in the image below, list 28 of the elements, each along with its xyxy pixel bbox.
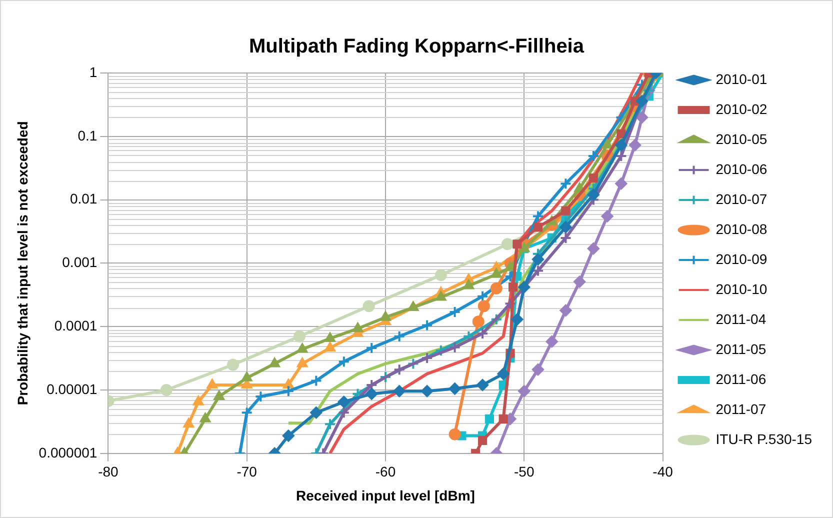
y-tick-label: 0.00001 [46, 380, 98, 397]
legend-label: 2010-02 [716, 100, 768, 117]
legend-label: 2010-10 [716, 280, 768, 297]
x-tick-label: -50 [514, 464, 534, 480]
y-tick-label: 0.01 [70, 190, 98, 207]
y-tick-label: 0.1 [78, 127, 98, 144]
x-axis-title: Received input level [dBm] [296, 487, 475, 504]
legend-label: 2011-04 [716, 310, 766, 327]
x-tick-label: -80 [98, 464, 119, 480]
x-tick-label: -60 [375, 464, 396, 480]
legend-label: 2011-06 [716, 370, 766, 387]
legend-label: 2011-07 [716, 400, 766, 417]
legend-label: 2010-07 [716, 190, 768, 207]
chart-title: Multipath Fading Kopparn<-Fillheia [249, 36, 585, 58]
legend-label: 2010-06 [716, 160, 768, 177]
y-axis-title: Probability that input level is not exceeded [14, 121, 30, 406]
y-tick-label: 1 [89, 64, 98, 80]
x-tick-label: -70 [236, 464, 258, 480]
y-tick-label: 0.001 [62, 254, 98, 270]
y-tick-label: 0.0001 [54, 317, 98, 334]
legend-label: 2011-05 [716, 340, 766, 357]
y-tick-label: 0.000001 [38, 444, 98, 460]
legend-label: 2010-05 [716, 130, 768, 147]
legend-label: ITU-R P.530-15 [716, 430, 812, 447]
legend-label: 2010-01 [716, 70, 768, 87]
legend-label: 2010-09 [716, 250, 768, 267]
x-tick-label: -40 [652, 464, 674, 480]
legend-label: 2010-08 [716, 220, 768, 237]
